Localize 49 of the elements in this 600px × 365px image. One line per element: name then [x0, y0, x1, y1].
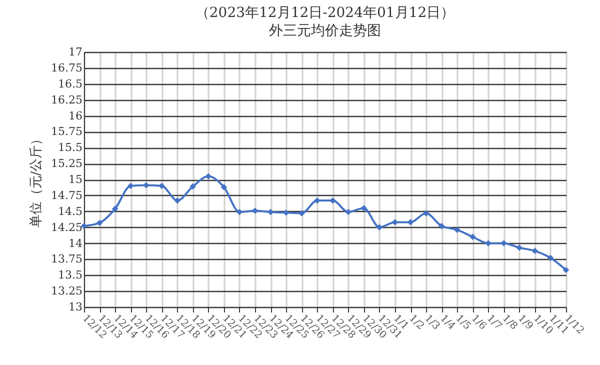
point [298, 210, 305, 216]
point [267, 208, 274, 216]
y-tick-label: 14.25 [51, 220, 82, 234]
point [454, 226, 460, 234]
point [282, 209, 290, 216]
point [158, 182, 165, 190]
point [96, 220, 103, 226]
point [470, 234, 476, 240]
y-tick-label: 15 [68, 173, 82, 186]
y-axis-title: 单位（元/公斤） [29, 132, 44, 228]
y-tick-label: 13.5 [58, 268, 82, 282]
chart-title: （2023年12月12日-2024年01月12日） [195, 5, 455, 21]
y-tick-label: 13.25 [51, 284, 82, 298]
point [112, 206, 118, 212]
point [252, 208, 258, 214]
y-tick-label: 16.25 [51, 93, 82, 106]
point [205, 173, 212, 180]
point [236, 208, 243, 216]
point [220, 184, 228, 190]
point [376, 224, 383, 230]
point [407, 219, 414, 226]
point [562, 266, 570, 274]
point [532, 248, 538, 254]
point [190, 183, 196, 190]
y-tick-label: 14 [68, 236, 82, 250]
y-tick-label: 17 [68, 46, 82, 58]
point [392, 219, 398, 226]
chart-subtitle: 外三元均价走势图 [269, 23, 381, 39]
y-tick-label: 15.5 [58, 141, 82, 154]
y-tick-label: 13.75 [51, 252, 82, 266]
point [174, 197, 180, 204]
point [127, 182, 134, 190]
y-tick-label: 16.75 [51, 61, 82, 74]
y-tick-label: 13 [68, 300, 82, 314]
y-tick-label: 14.5 [58, 204, 82, 218]
point [422, 210, 430, 216]
x-tick-label: 1/2 [406, 312, 426, 332]
y-tick-label: 16.5 [58, 77, 82, 90]
point [345, 208, 352, 216]
y-tick-label: 15.75 [51, 125, 82, 138]
y-tick-label: 15.25 [51, 157, 82, 170]
y-tick-label: 16 [68, 109, 82, 122]
point [314, 197, 320, 204]
point [360, 205, 368, 212]
point [547, 254, 554, 262]
y-tick-label: 14.75 [51, 188, 82, 202]
point [438, 222, 445, 230]
point [516, 244, 523, 251]
point [330, 197, 336, 204]
